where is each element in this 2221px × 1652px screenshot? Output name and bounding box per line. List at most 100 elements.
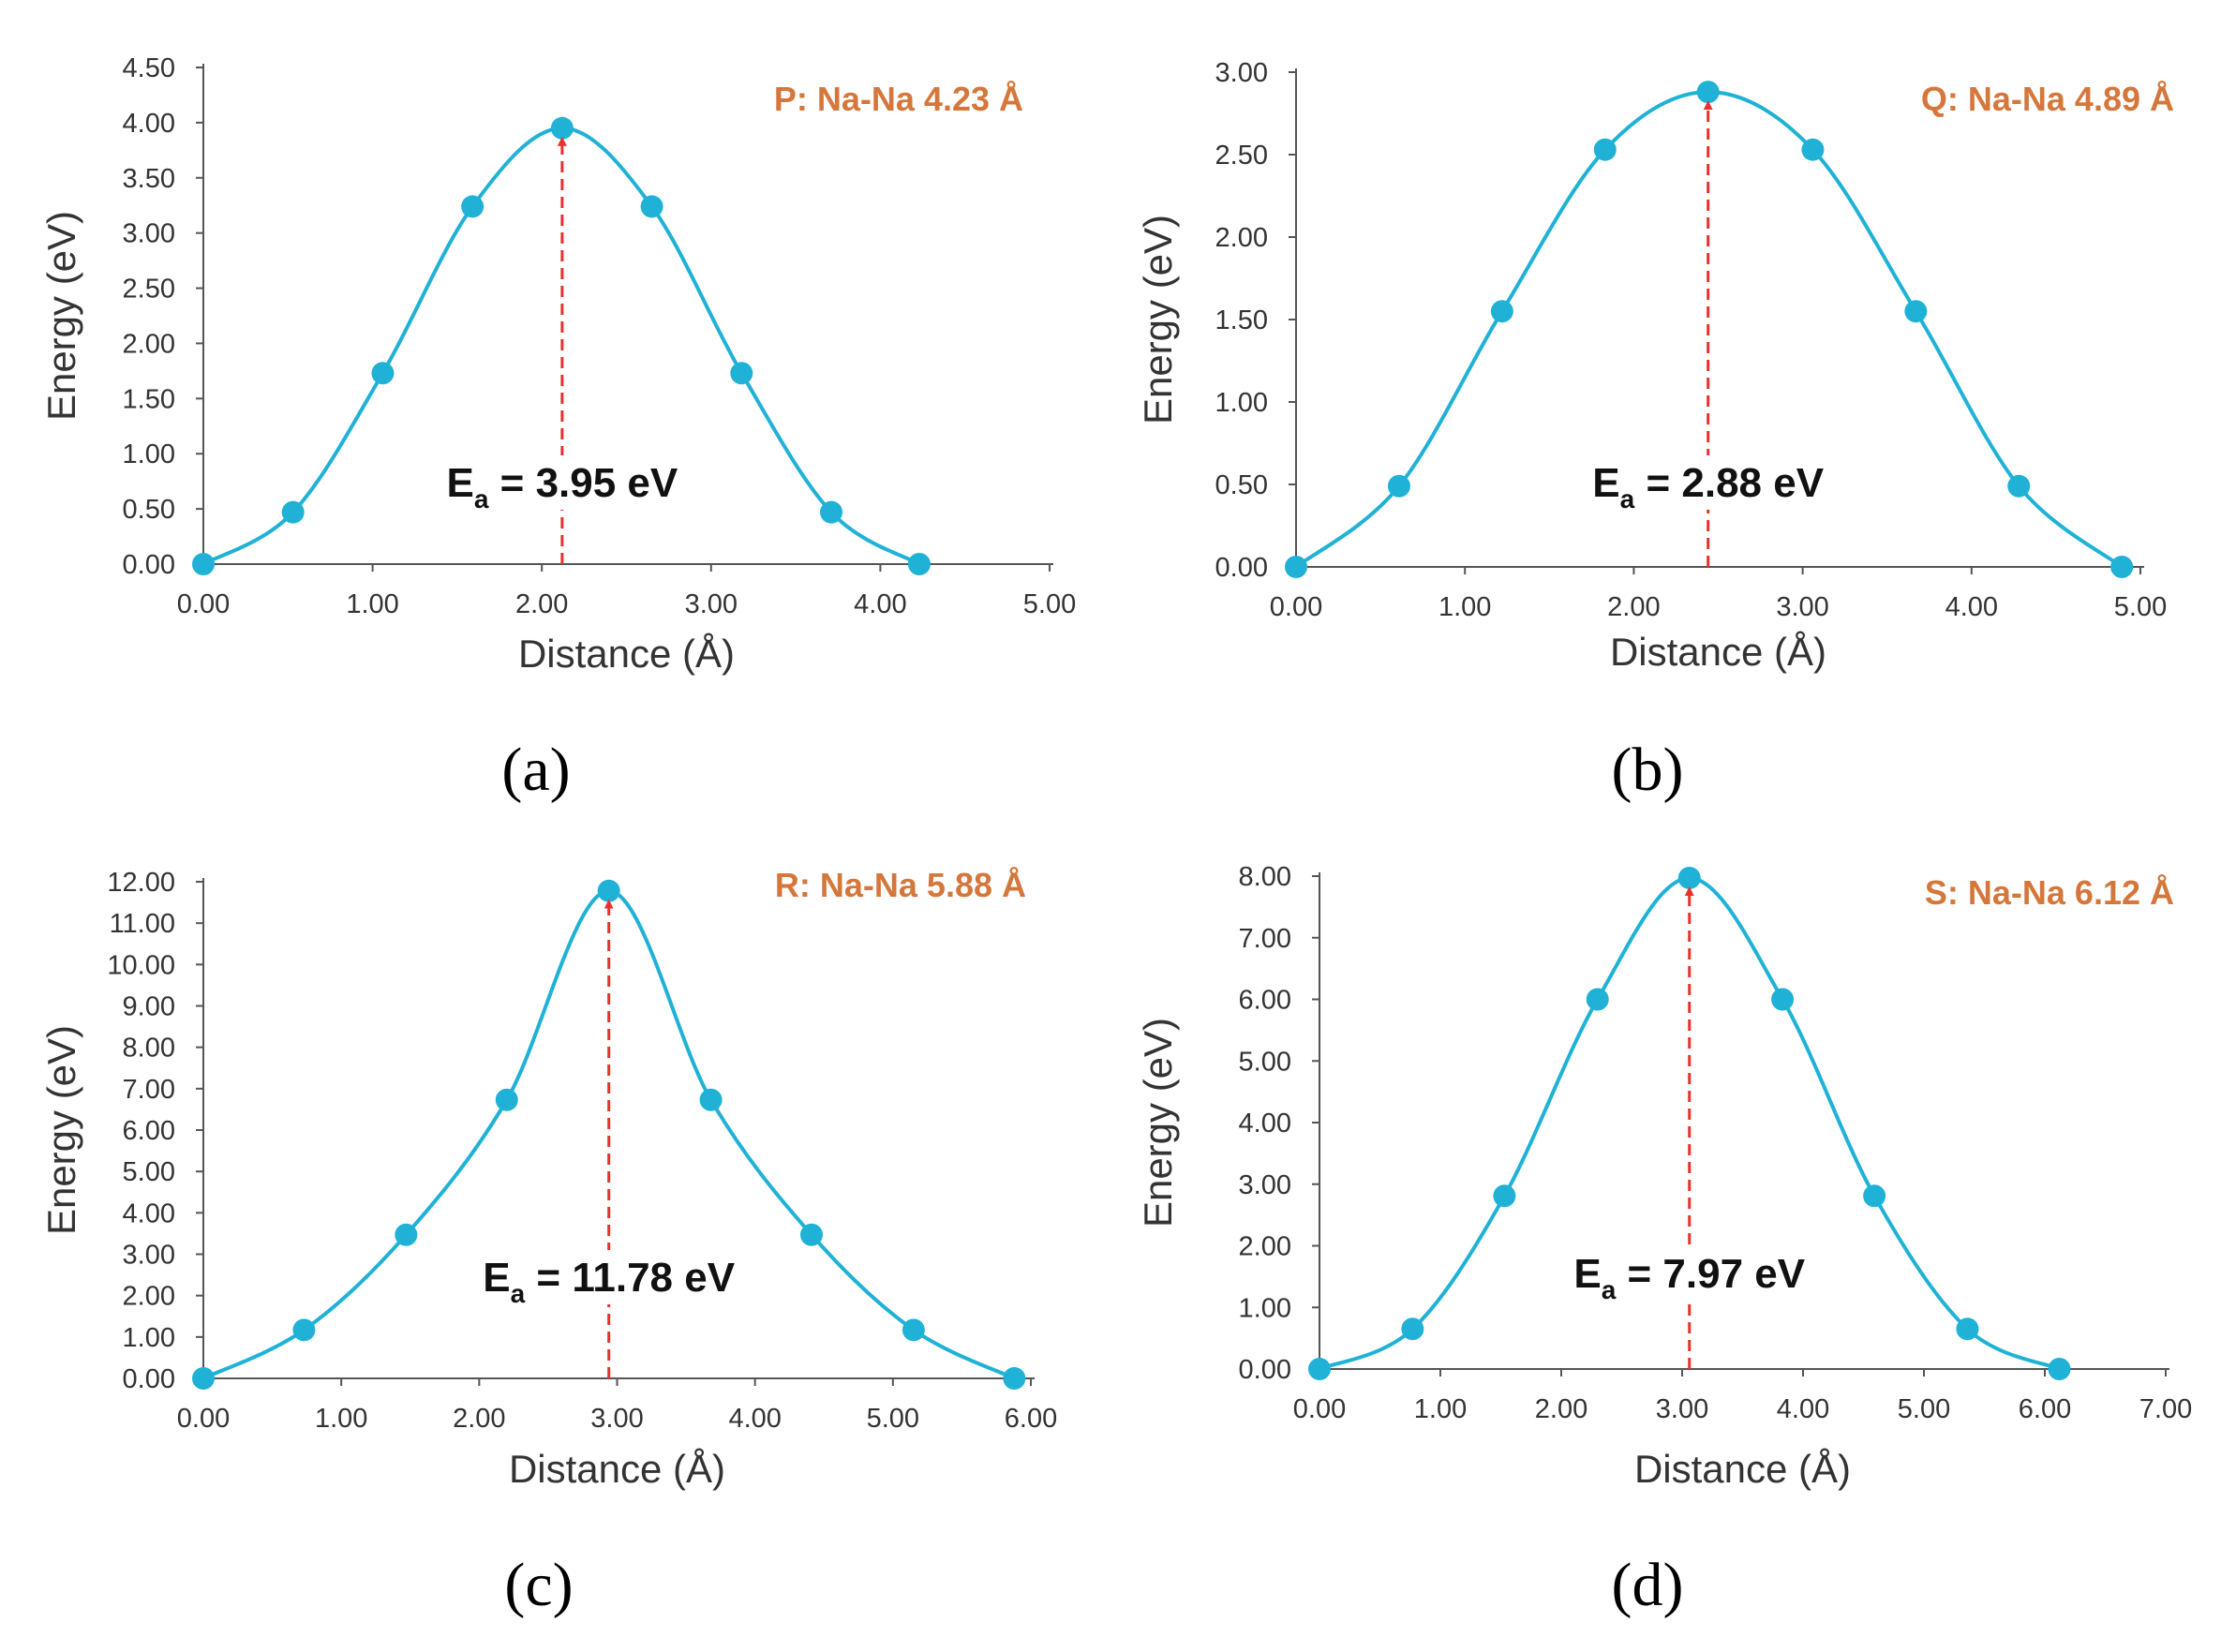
x-tick-label: 1.00 xyxy=(346,589,398,619)
x-tick-label: 5.00 xyxy=(1898,1394,1950,1424)
data-point xyxy=(461,195,484,218)
x-tick-label: 2.00 xyxy=(1535,1394,1587,1424)
y-tick-label: 10.00 xyxy=(107,950,175,980)
x-tick-label: 0.00 xyxy=(1270,592,1322,622)
y-tick-label: 0.00 xyxy=(123,1364,175,1394)
ea-value: = 2.88 eV xyxy=(1634,460,1824,506)
x-tick-label: 2.00 xyxy=(453,1404,505,1434)
y-tick-label: 4.50 xyxy=(123,53,175,83)
y-tick-label: 7.00 xyxy=(1239,924,1291,954)
y-tick-label: 1.00 xyxy=(123,439,175,469)
annotation-background xyxy=(477,1250,741,1304)
ea-symbol: E xyxy=(1573,1251,1601,1297)
x-tick-label: 4.00 xyxy=(728,1404,781,1434)
y-tick-label: 7.00 xyxy=(123,1075,175,1105)
ea-value: = 11.78 eV xyxy=(525,1255,736,1301)
x-tick-label: 2.00 xyxy=(1607,592,1660,622)
ea-symbol: E xyxy=(483,1255,510,1301)
chart-title: S: Na-Na 6.12 Å xyxy=(1925,873,2174,912)
data-point xyxy=(1593,138,1617,161)
data-point xyxy=(395,1223,418,1246)
x-tick-label: 4.00 xyxy=(1945,592,1998,622)
y-tick-label: 3.00 xyxy=(1215,58,1268,88)
data-point xyxy=(550,116,574,140)
y-tick-label: 4.00 xyxy=(1239,1109,1291,1139)
ea-subscript: a xyxy=(1620,484,1635,513)
x-axis-title: Distance (Å) xyxy=(518,632,735,676)
y-tick-label: 0.00 xyxy=(1215,553,1268,583)
data-point xyxy=(1696,81,1720,104)
annotation-background xyxy=(1568,1246,1811,1301)
y-tick-label: 6.00 xyxy=(123,1116,175,1146)
y-tick-label: 11.00 xyxy=(110,909,175,939)
x-tick-label: 2.00 xyxy=(515,589,568,619)
x-tick-label: 3.00 xyxy=(1656,1394,1708,1424)
data-point xyxy=(1387,474,1410,498)
activation-energy-label: Ea = 2.88 eV xyxy=(1592,460,1824,513)
x-tick-label: 0.00 xyxy=(177,1404,230,1434)
ea-value: = 3.95 eV xyxy=(488,460,678,506)
data-point xyxy=(1490,300,1513,323)
y-tick-label: 2.50 xyxy=(1215,141,1268,171)
data-point xyxy=(1493,1184,1516,1208)
activation-energy-label: Ea = 11.78 eV xyxy=(483,1255,735,1308)
data-point xyxy=(192,1367,215,1390)
ea-subscript: a xyxy=(474,484,489,513)
y-tick-label: 1.00 xyxy=(123,1323,175,1353)
y-tick-label: 3.00 xyxy=(123,219,175,249)
x-tick-label: 3.00 xyxy=(590,1404,643,1434)
x-tick-label: 5.00 xyxy=(2114,592,2167,622)
chart-title: P: Na-Na 4.23 Å xyxy=(774,80,1023,118)
data-point xyxy=(1308,1358,1331,1380)
x-tick-label: 6.00 xyxy=(2019,1394,2071,1424)
data-point xyxy=(192,553,215,575)
y-tick-label: 3.00 xyxy=(123,1241,175,1271)
ea-value: = 7.97 eV xyxy=(1616,1251,1805,1297)
ea-symbol: E xyxy=(1592,460,1619,506)
y-axis-title: Energy (eV) xyxy=(39,211,83,421)
data-point xyxy=(907,553,931,575)
x-tick-label: 3.00 xyxy=(1776,592,1828,622)
x-tick-label: 4.00 xyxy=(854,589,906,619)
y-tick-label: 2.00 xyxy=(1215,223,1268,253)
y-tick-label: 8.00 xyxy=(123,1034,175,1064)
data-point xyxy=(371,362,395,385)
data-point xyxy=(640,195,663,218)
y-axis-title: Energy (eV) xyxy=(1136,215,1180,424)
y-tick-label: 0.50 xyxy=(1215,470,1268,500)
chart-panel-c: 0.00 1.00 2.00 3.00 4.00 5.00 6.00 7.00 8.00 9.00… xyxy=(39,866,1057,1619)
data-point xyxy=(730,362,753,385)
ea-subscript: a xyxy=(511,1279,526,1308)
ea-subscript: a xyxy=(1602,1275,1617,1304)
activation-energy-label: Ea = 3.95 eV xyxy=(446,460,678,513)
x-tick-label: 1.00 xyxy=(315,1404,367,1434)
chart-title: R: Na-Na 5.88 Å xyxy=(775,866,1026,904)
y-tick-label: 2.00 xyxy=(1239,1232,1291,1262)
data-point xyxy=(2007,474,2031,498)
panel-label: (b) xyxy=(1612,736,1684,804)
panel-label: (d) xyxy=(1612,1551,1684,1619)
data-point xyxy=(1801,138,1825,161)
y-tick-label: 0.00 xyxy=(123,550,175,580)
x-axis-title: Distance (Å) xyxy=(1634,1447,1851,1491)
y-axis-title: Energy (eV) xyxy=(39,1025,83,1235)
x-tick-label: 0.00 xyxy=(177,589,230,619)
y-tick-label: 0.00 xyxy=(1239,1355,1291,1385)
y-tick-label: 0.50 xyxy=(123,495,175,525)
data-point xyxy=(1285,556,1307,578)
chart-panel-d: 0.00 1.00 2.00 3.00 4.00 5.00 6.00 7.00 8.00 0.00… xyxy=(1136,862,2192,1619)
x-axis-title: Distance (Å) xyxy=(1610,630,1826,674)
y-tick-label: 2.00 xyxy=(123,329,175,359)
data-point xyxy=(2048,1358,2071,1380)
data-point xyxy=(1771,988,1795,1011)
ea-symbol: E xyxy=(446,460,473,506)
data-point xyxy=(820,500,843,524)
panel-label: (a) xyxy=(501,736,570,804)
data-point xyxy=(1904,300,1928,323)
data-point xyxy=(1956,1317,1979,1341)
y-tick-label: 2.50 xyxy=(123,275,175,305)
y-tick-label: 1.50 xyxy=(1215,305,1268,335)
chart-panel-a: 0.00 0.50 1.00 1.50 2.00 2.50 3.00 3.50 4.00 4.50… xyxy=(39,53,1076,804)
data-point xyxy=(1677,866,1701,889)
